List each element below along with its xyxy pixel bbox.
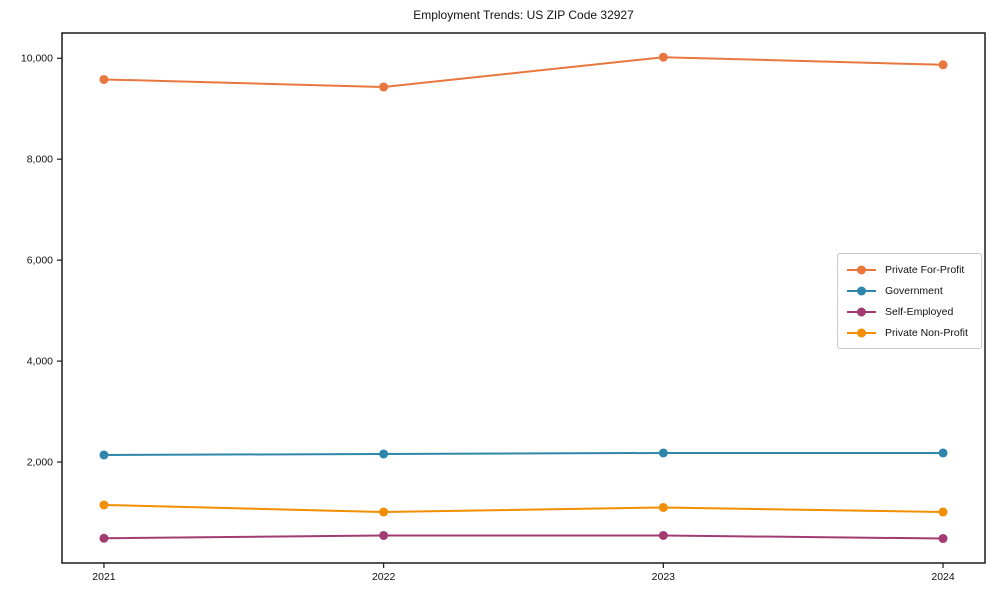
x-tick-label: 2024 xyxy=(931,571,955,583)
legend-line-marker-icon xyxy=(847,307,876,316)
legend-line-marker-icon xyxy=(847,286,876,295)
legend-item: Government xyxy=(846,280,973,301)
legend-line-marker-icon xyxy=(847,328,876,337)
data-point xyxy=(99,500,109,510)
chart-title: Employment Trends: US ZIP Code 32927 xyxy=(413,8,634,22)
y-tick-label: 6,000 xyxy=(27,255,53,267)
x-tick-label: 2023 xyxy=(652,571,676,583)
data-point xyxy=(379,507,389,517)
y-tick-label: 10,000 xyxy=(21,53,53,65)
data-point xyxy=(658,502,668,512)
data-point xyxy=(658,530,668,540)
legend-item: Private Non-Profit xyxy=(846,322,973,343)
data-point xyxy=(938,507,948,517)
legend-label: Government xyxy=(885,284,943,297)
series-line-private-for-profit xyxy=(102,56,945,89)
data-point xyxy=(938,534,948,544)
x-tick-label: 2021 xyxy=(92,571,116,583)
legend-label: Private Non-Profit xyxy=(885,326,968,339)
series-line-government xyxy=(102,451,945,456)
legend-label: Private For-Profit xyxy=(885,263,965,276)
series-line-private-non-profit xyxy=(102,503,945,514)
x-tick-label: 2022 xyxy=(372,571,396,583)
legend-line-marker-icon xyxy=(847,265,876,274)
data-point xyxy=(99,533,109,543)
data-point xyxy=(379,530,389,540)
y-tick-label: 8,000 xyxy=(27,154,53,166)
series-line-self-employed xyxy=(102,534,945,540)
y-tick-label: 4,000 xyxy=(27,356,53,368)
data-point xyxy=(379,449,389,459)
data-point xyxy=(938,448,948,458)
legend-item: Self-Employed xyxy=(846,301,973,322)
axes-frame xyxy=(61,32,986,564)
legend-label: Self-Employed xyxy=(885,305,954,318)
data-point xyxy=(658,52,668,62)
data-point xyxy=(938,60,948,70)
data-point xyxy=(99,74,109,84)
data-point xyxy=(99,450,109,460)
data-point xyxy=(658,448,668,458)
y-tick-label: 2,000 xyxy=(27,457,53,469)
legend: Private For-Profit Government Self-Employe… xyxy=(837,253,982,349)
legend-item: Private For-Profit xyxy=(846,259,973,280)
data-point xyxy=(379,82,389,92)
